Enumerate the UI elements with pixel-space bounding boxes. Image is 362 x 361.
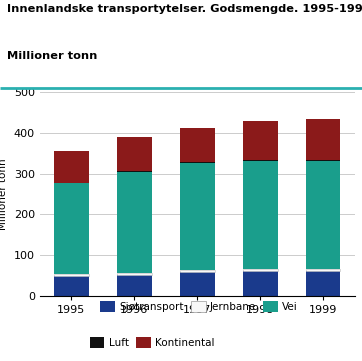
Legend: Luft, Kontinental: Luft, Kontinental	[90, 337, 214, 348]
Bar	[243, 271, 278, 296]
Bar	[243, 161, 278, 269]
Bar	[306, 161, 340, 269]
Bar	[306, 271, 340, 296]
Bar	[54, 151, 89, 183]
Bar	[243, 269, 278, 271]
Bar	[117, 273, 152, 275]
Y-axis label: Millioner tonn: Millioner tonn	[0, 158, 8, 230]
Bar	[180, 162, 215, 270]
Bar	[117, 171, 152, 273]
Text: Innenlandske transportytelser. Godsmengde. 1995-1999.: Innenlandske transportytelser. Godsmengd…	[7, 4, 362, 14]
Text: Millioner tonn: Millioner tonn	[7, 51, 98, 61]
Bar	[306, 160, 340, 161]
Bar	[54, 274, 89, 276]
Bar	[117, 136, 152, 171]
Bar	[306, 269, 340, 271]
Bar	[243, 121, 278, 160]
Bar	[54, 276, 89, 296]
Bar	[243, 160, 278, 161]
Bar	[180, 271, 215, 296]
Bar	[180, 127, 215, 162]
Bar	[117, 275, 152, 296]
Bar	[180, 270, 215, 271]
Bar	[306, 119, 340, 160]
Bar	[54, 183, 89, 274]
